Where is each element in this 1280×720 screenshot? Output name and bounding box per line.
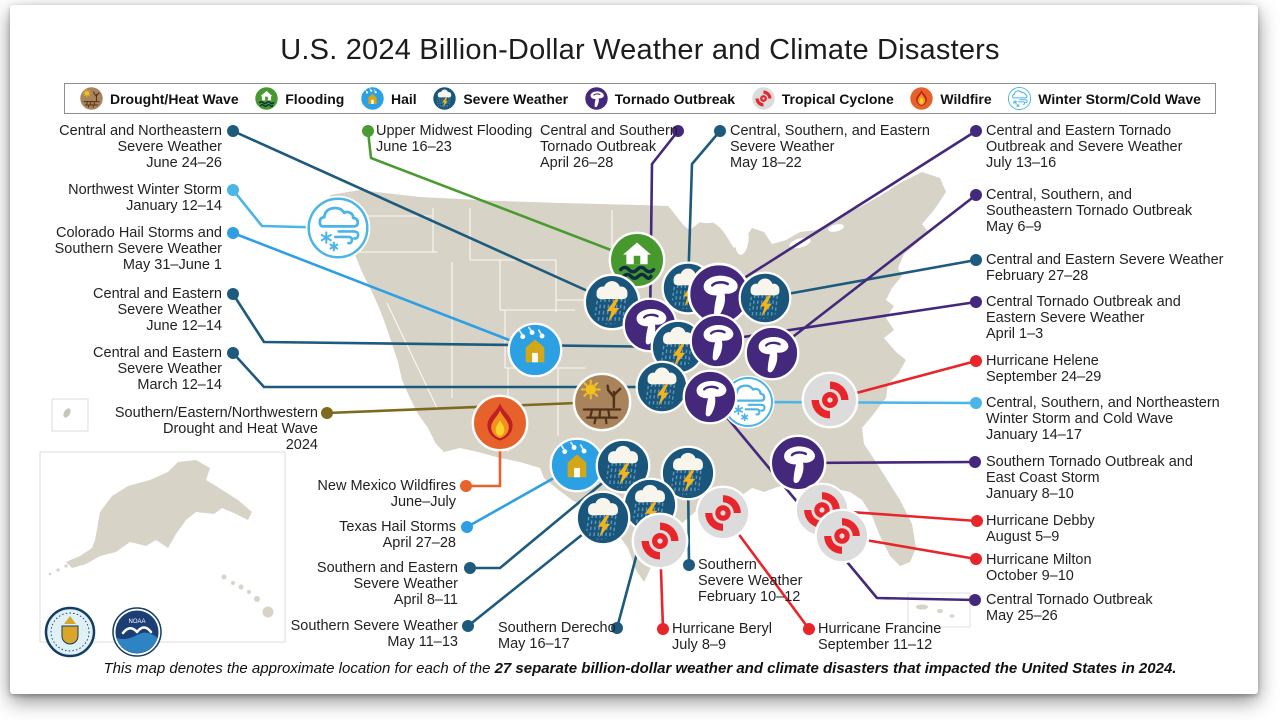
callout-dot (970, 553, 982, 565)
legend-item-cyclone: Tropical Cyclone (750, 86, 894, 111)
callout-dot (970, 125, 982, 137)
callout-dot (227, 227, 239, 239)
leader-line (470, 464, 624, 570)
legend-label: Tornado Outbreak (614, 90, 736, 107)
tornado-icon (769, 434, 827, 492)
legend-item-drought: Drought/Heat Wave (79, 86, 239, 111)
cyclone-icon (631, 512, 689, 570)
callout-dot (970, 254, 982, 266)
flooding-icon (254, 86, 280, 111)
callout-dot (227, 288, 239, 300)
leader-line (709, 396, 976, 602)
callout-dot (970, 397, 982, 409)
callout-dot (611, 622, 623, 634)
leader-line (718, 129, 977, 296)
alaska-landmass (66, 460, 252, 568)
callout-dot (464, 562, 476, 574)
cyclone-icon (814, 508, 870, 564)
cyclone-icon (695, 485, 751, 541)
leader-line (467, 516, 604, 628)
leader-line (232, 352, 662, 389)
leader-line (366, 130, 638, 262)
callout-dot (461, 521, 473, 533)
aleutian-islands (48, 564, 68, 576)
winter-icon (305, 195, 371, 261)
legend-item-flooding: Flooding (254, 86, 344, 111)
legend-item-winter: Winter Storm/Cold Wave (1007, 86, 1201, 111)
callout-dot (683, 559, 695, 571)
leader-line (232, 129, 613, 304)
callout-dots-layer (227, 125, 983, 635)
leader-line (686, 130, 721, 289)
drought-icon (572, 372, 632, 432)
leader-line (797, 460, 976, 465)
leader-line (326, 400, 603, 415)
drought-icon (79, 86, 104, 111)
wildfire-icon (909, 86, 935, 111)
cyclone-icon (750, 86, 776, 111)
callout-dot (672, 125, 684, 137)
callout-dot (460, 480, 472, 492)
legend-label: Severe Weather (463, 90, 569, 107)
callout-dot (321, 407, 333, 419)
tornado-icon (689, 313, 745, 369)
callout-dot (362, 125, 374, 137)
footnote-prefix: This map denotes the approximate locatio… (103, 660, 495, 677)
callout-dot (971, 515, 983, 527)
leader-line (764, 258, 977, 300)
callout-dot (462, 620, 474, 632)
page-title: U.S. 2024 Billion-Dollar Weather and Cli… (280, 34, 1000, 66)
callout-dot (969, 456, 981, 468)
hawaii-islands (221, 574, 274, 618)
callout-dot (227, 347, 239, 359)
callout-dot (227, 184, 239, 196)
great-lakes (697, 208, 844, 255)
leader-line (771, 193, 977, 355)
noaa-logo: NOAA (112, 607, 162, 657)
callout-dot (714, 125, 726, 137)
callout-dot (970, 189, 982, 201)
legend-item-tornado: Tornado Outbreak (584, 86, 735, 111)
callout-dot (657, 623, 669, 635)
footnote-bold: 27 separate billion-dollar weather and c… (494, 660, 1177, 677)
legend-label: Winter Storm/Cold Wave (1038, 90, 1201, 107)
severe-icon (635, 360, 689, 414)
legend-label: Wildfire (940, 90, 992, 107)
callout-dot (969, 594, 981, 606)
severe-icon (738, 271, 792, 325)
winter-icon (1007, 86, 1033, 111)
callout-dot (970, 355, 982, 367)
hail-icon (507, 322, 563, 378)
tornado-icon (584, 86, 609, 111)
leader-line (232, 231, 536, 352)
doc-logo (44, 606, 96, 658)
legend-bar: Drought/Heat Wave Flooding Hail Severe Weat… (64, 83, 1216, 114)
legend-label: Tropical Cyclone (781, 90, 894, 107)
legend-item-wildfire: Wildfire (909, 86, 992, 111)
hail-icon (360, 86, 385, 111)
callout-dot (227, 125, 239, 137)
legend-label: Drought/Heat Wave (110, 90, 239, 107)
cyclone-icon (801, 371, 859, 429)
footnote: This map denotes the approximate locatio… (0, 660, 1280, 677)
tornado-icon (744, 325, 800, 381)
severe-icon (575, 490, 631, 546)
callout-dot (970, 296, 982, 308)
tornado-icon (682, 369, 738, 425)
legend-item-severe: Severe Weather (432, 86, 568, 111)
leader-line (747, 400, 977, 405)
legend-label: Flooding (285, 90, 345, 107)
severe-icon (432, 86, 458, 111)
hail-icon (549, 437, 605, 493)
wildfire-icon (471, 394, 529, 452)
legend-label: Hail (390, 90, 417, 107)
callout-dot (803, 623, 815, 635)
noaa-logo-text: NOAA (128, 619, 145, 625)
guam-inset (51, 398, 89, 432)
legend-item-hail: Hail (360, 86, 417, 111)
